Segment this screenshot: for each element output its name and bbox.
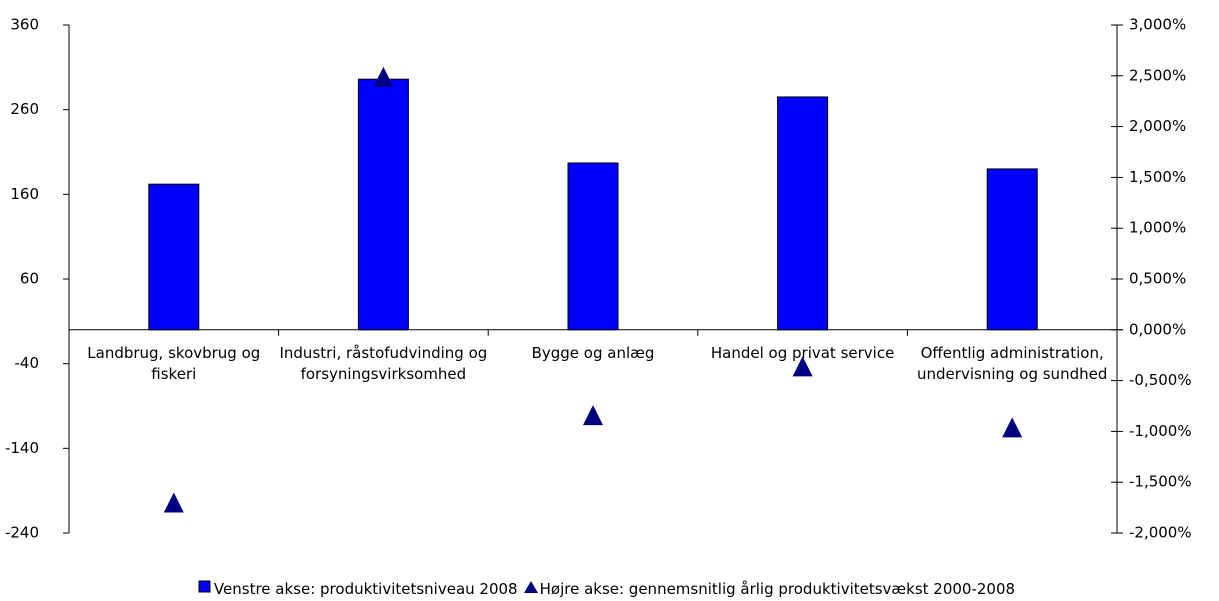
triangle-marker (583, 405, 603, 426)
legend-icon (523, 580, 538, 593)
y2-tick-label: 3,000% (1129, 16, 1186, 34)
y2-tick-label: 0,000% (1129, 320, 1186, 338)
x-tick-label: Landbrug, skovbrug og fiskeri (87, 343, 261, 383)
y-tick-label: -140 (5, 439, 39, 457)
y2-tick-label: -1,500% (1129, 473, 1192, 491)
y-tick-label: 260 (10, 100, 39, 118)
y-tick-label: 160 (10, 185, 39, 203)
bar (986, 168, 1038, 331)
legend-box (198, 580, 211, 592)
legend-icon (198, 580, 211, 592)
y2-tick-label: 1,000% (1129, 219, 1186, 237)
y-tick-label: 60 (20, 270, 39, 288)
triangle-marker (1002, 417, 1023, 438)
bar (567, 162, 619, 331)
triangle-marker (792, 356, 813, 377)
legend-label: Venstre akse: produktivitetsniveau 2008 (213, 579, 518, 598)
legend-swatch (198, 580, 212, 598)
bar (777, 96, 829, 331)
triangle-marker (373, 66, 394, 87)
y-tick-label: 360 (10, 16, 39, 34)
y2-tick-label: -1,000% (1129, 422, 1192, 440)
y2-tick-label: -0,500% (1129, 371, 1192, 389)
y2-tick-label: 1,500% (1129, 168, 1186, 186)
x-tick-label: Offentlig administration, undervisning o… (917, 343, 1108, 383)
y2-tick-label: 2,500% (1129, 66, 1186, 84)
legend-swatch (523, 580, 538, 598)
y2-tick-label: 2,000% (1129, 117, 1186, 135)
y-tick-label: -40 (15, 354, 40, 372)
y2-tick-label: -2,000% (1129, 524, 1192, 542)
bar (148, 183, 200, 331)
y2-tick-label: 0,500% (1129, 270, 1186, 288)
x-tick-label: Handel og privat service (710, 343, 895, 362)
x-tick-label: Industri, råstofudvinding og forsyningsv… (279, 343, 488, 383)
bar (357, 78, 409, 331)
x-tick-label: Bygge og anlæg (531, 343, 655, 362)
y-tick-label: -240 (5, 524, 39, 542)
legend-triangle (523, 580, 538, 593)
triangle-marker (163, 492, 184, 513)
legend: Venstre akse: produktivitetsniveau 2008 H… (0, 579, 1219, 598)
legend-label: Højre akse: gennemsnitlig årlig produkti… (539, 579, 1016, 598)
